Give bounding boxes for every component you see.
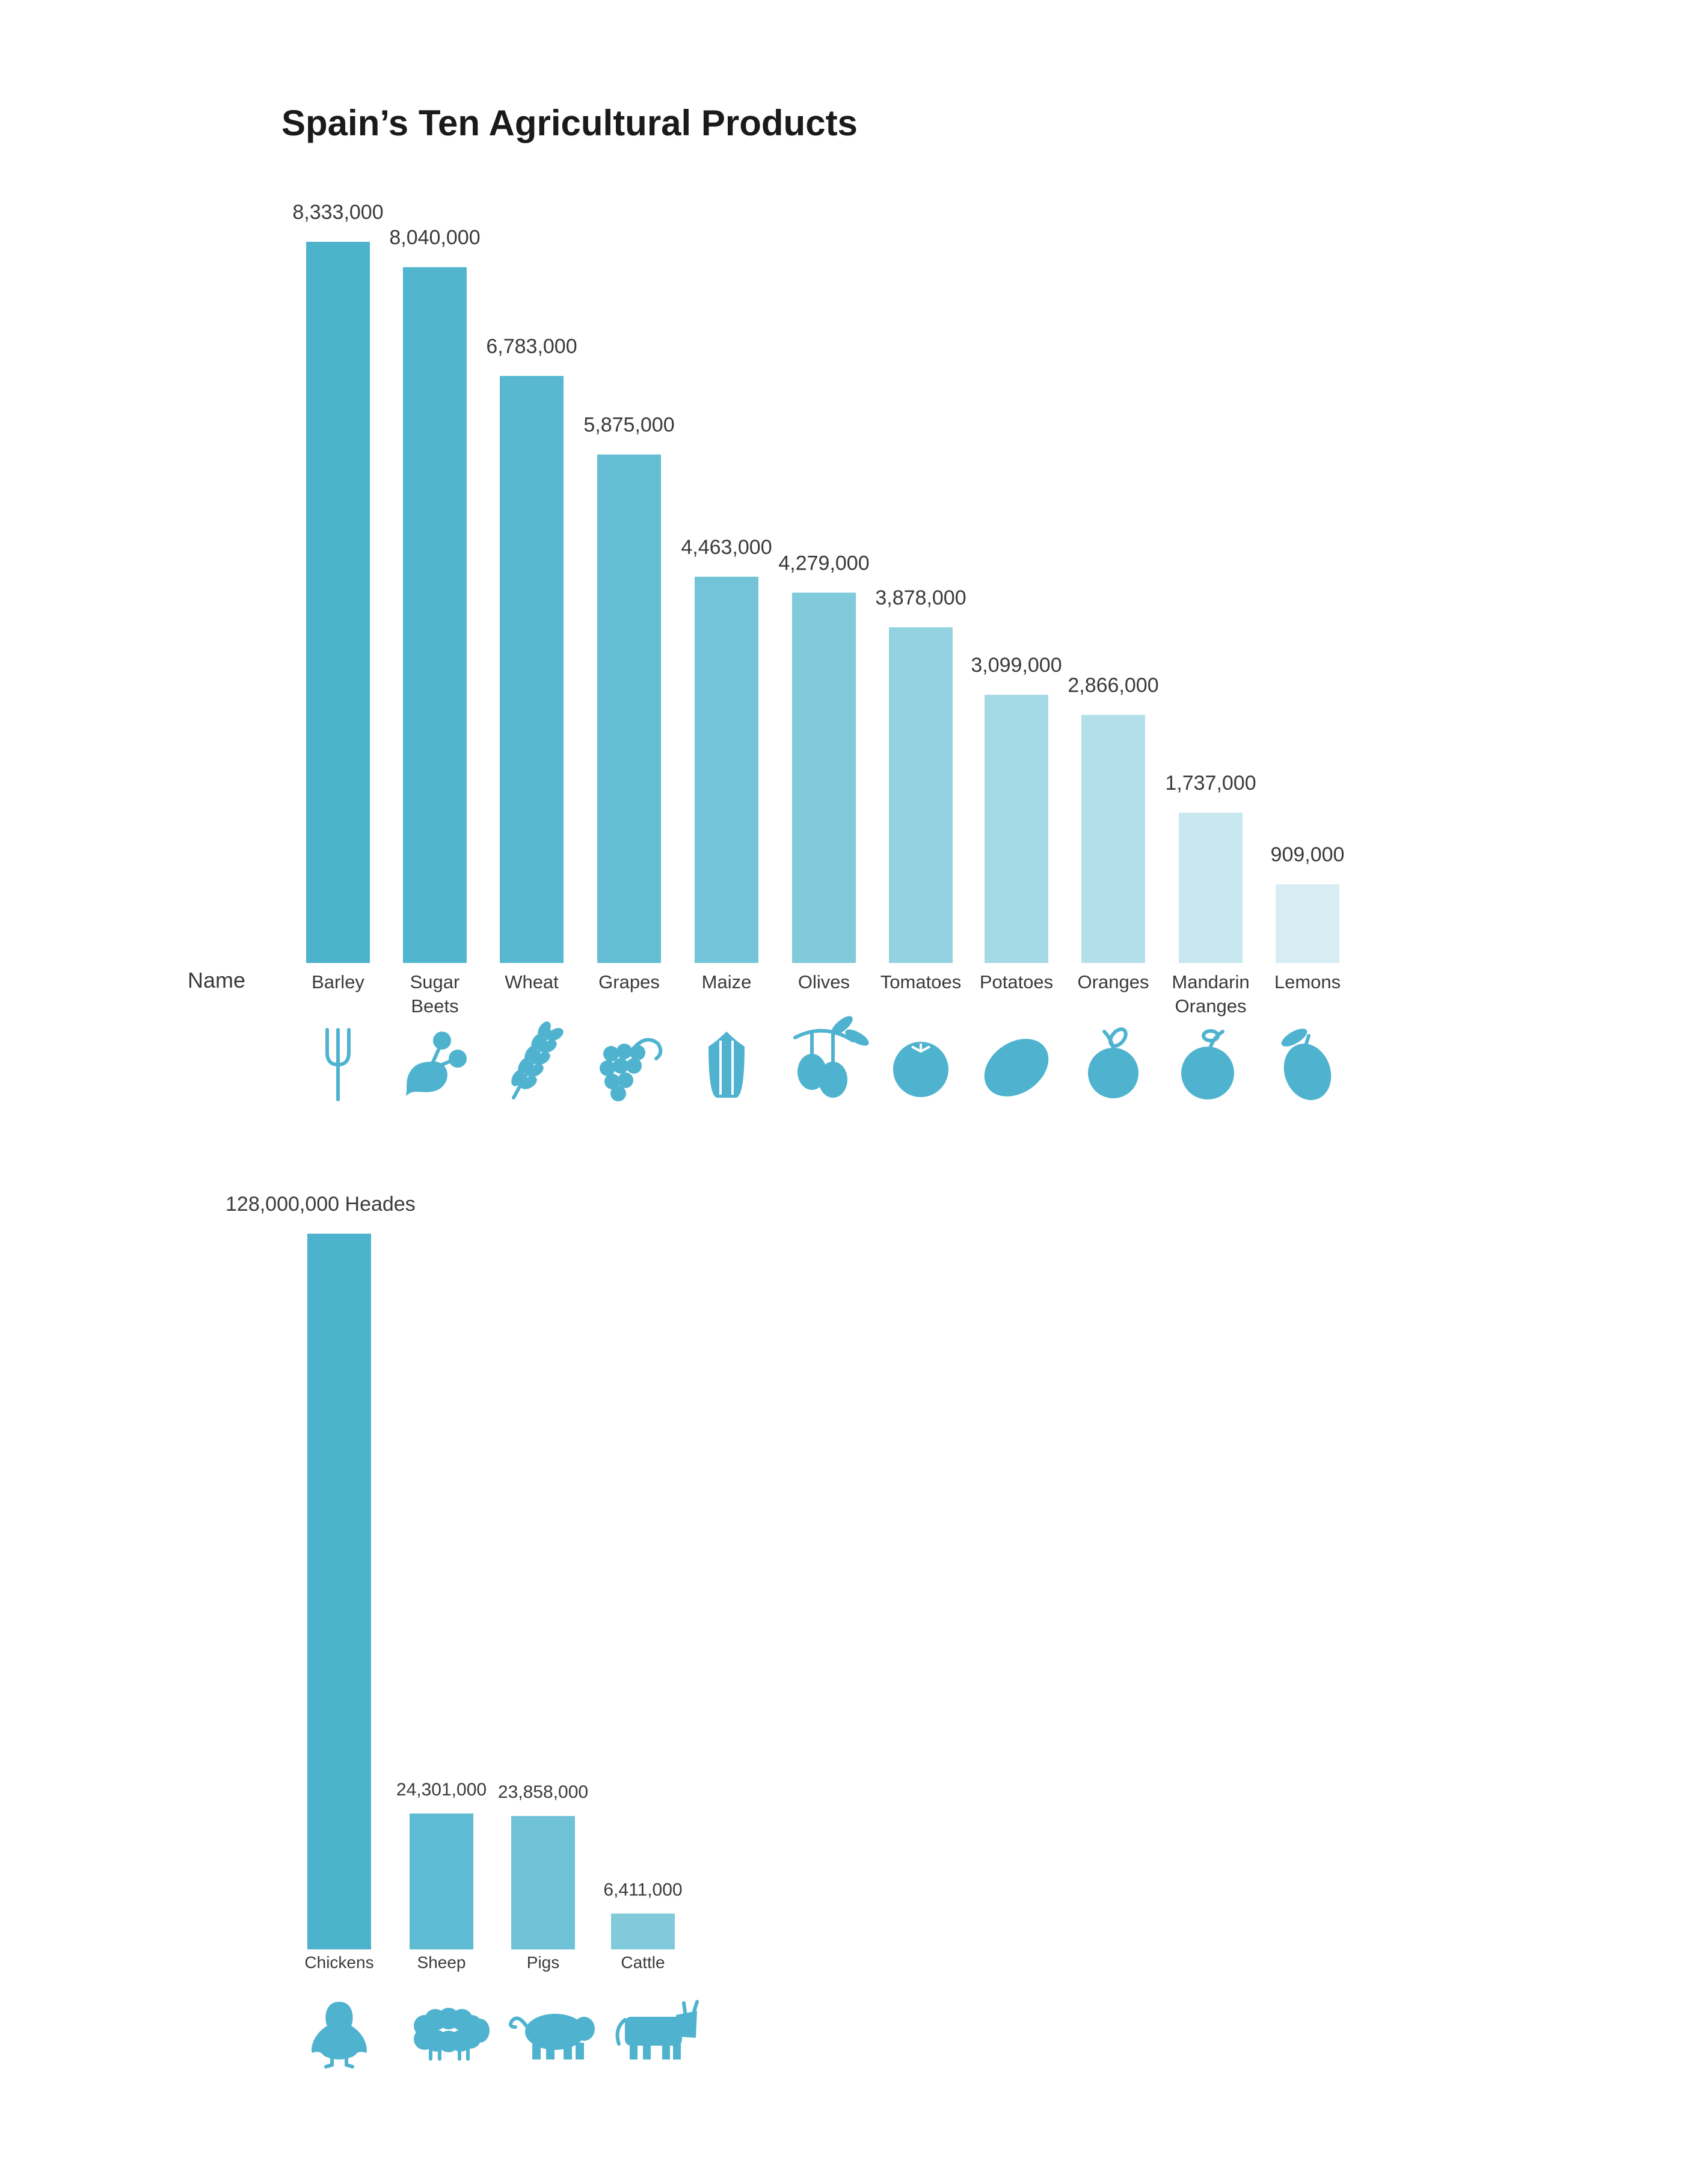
value-label-oranges: 2,866,000	[1068, 674, 1158, 697]
value-label-sheep: 24,301,000	[396, 1780, 487, 1800]
tomato-icon	[893, 1042, 948, 1097]
value-label-sugar-beets: 8,040,000	[389, 226, 480, 249]
category-label-sheep: Sheep	[417, 1953, 466, 1972]
bar-lemons	[1276, 884, 1339, 963]
value-label-wheat: 6,783,000	[486, 335, 577, 358]
value-label-tomatoes: 3,878,000	[875, 586, 966, 609]
bar-mandarin-oranges	[1179, 813, 1243, 963]
value-label-olives: 4,279,000	[778, 552, 869, 574]
mandarin-icon	[1181, 1029, 1234, 1100]
category-label-barley: Barley	[312, 971, 364, 992]
category-label-olives: Olives	[798, 971, 850, 992]
value-label-chickens: 128,000,000 Heades	[226, 1193, 416, 1216]
bar-olives	[792, 592, 856, 963]
cow-icon	[615, 2000, 699, 2059]
row-label-name: Name	[188, 968, 245, 992]
bar-cattle	[611, 1913, 675, 1949]
potato-icon	[984, 1039, 1049, 1097]
sheep-icon	[414, 2008, 490, 2061]
olives-icon	[793, 1016, 869, 1098]
bar-sheep	[410, 1813, 473, 1949]
value-label-cattle: 6,411,000	[603, 1880, 682, 1899]
bar-sugar-beets	[403, 267, 467, 963]
wheat-ear-icon	[511, 1021, 564, 1100]
chart-title: Spain’s Ten Agricultural Products	[281, 103, 858, 143]
value-label-potatoes: 3,099,000	[971, 654, 1062, 677]
category-label-lemons: Lemons	[1274, 971, 1341, 992]
grapes-icon	[600, 1038, 663, 1101]
bar-tomatoes	[889, 627, 953, 963]
crops-bar-chart: 8,333,000 Barley 8,040,000 Sugar Beets 6,783,…	[292, 201, 1345, 1101]
bar-chickens	[307, 1234, 371, 1949]
category-label-pigs: Pigs	[527, 1953, 559, 1972]
category-label-wheat: Wheat	[505, 971, 559, 992]
category-label-chickens: Chickens	[304, 1953, 373, 1972]
bar-grapes	[597, 454, 661, 963]
beet-icon	[406, 1032, 467, 1096]
bar-barley	[306, 242, 370, 963]
category-label-maize: Maize	[702, 971, 752, 992]
value-label-mandarin-oranges: 1,737,000	[1165, 772, 1256, 795]
category-label-mandarin-oranges: Mandarin Oranges	[1172, 971, 1249, 1017]
bar-wheat	[500, 376, 564, 963]
wheat-stalk-icon	[325, 1028, 351, 1101]
category-label-sugar-beets: Sugar Beets	[410, 971, 460, 1017]
value-label-barley: 8,333,000	[292, 201, 383, 224]
category-label-cattle: Cattle	[621, 1953, 665, 1972]
value-label-maize: 4,463,000	[681, 536, 772, 559]
category-label-oranges: Oranges	[1078, 971, 1149, 992]
bar-maize	[695, 576, 758, 963]
lemon-icon	[1281, 1029, 1332, 1100]
value-label-grapes: 5,875,000	[583, 414, 674, 437]
bar-pigs	[511, 1816, 575, 1949]
value-label-pigs: 23,858,000	[498, 1782, 588, 1802]
category-label-grapes: Grapes	[598, 971, 660, 992]
chicken-icon	[312, 2002, 367, 2069]
category-label-potatoes: Potatoes	[980, 971, 1053, 992]
orange-icon	[1088, 1027, 1138, 1098]
corn-icon	[708, 1032, 745, 1098]
value-label-lemons: 909,000	[1271, 843, 1345, 866]
pig-icon	[509, 2014, 595, 2059]
livestock-bar-chart: 128,000,000 Heades Chickens 24,301,000 Shee…	[226, 1193, 699, 2069]
bar-oranges	[1081, 715, 1145, 963]
category-label-tomatoes: Tomatoes	[880, 971, 961, 992]
bar-potatoes	[985, 695, 1048, 963]
